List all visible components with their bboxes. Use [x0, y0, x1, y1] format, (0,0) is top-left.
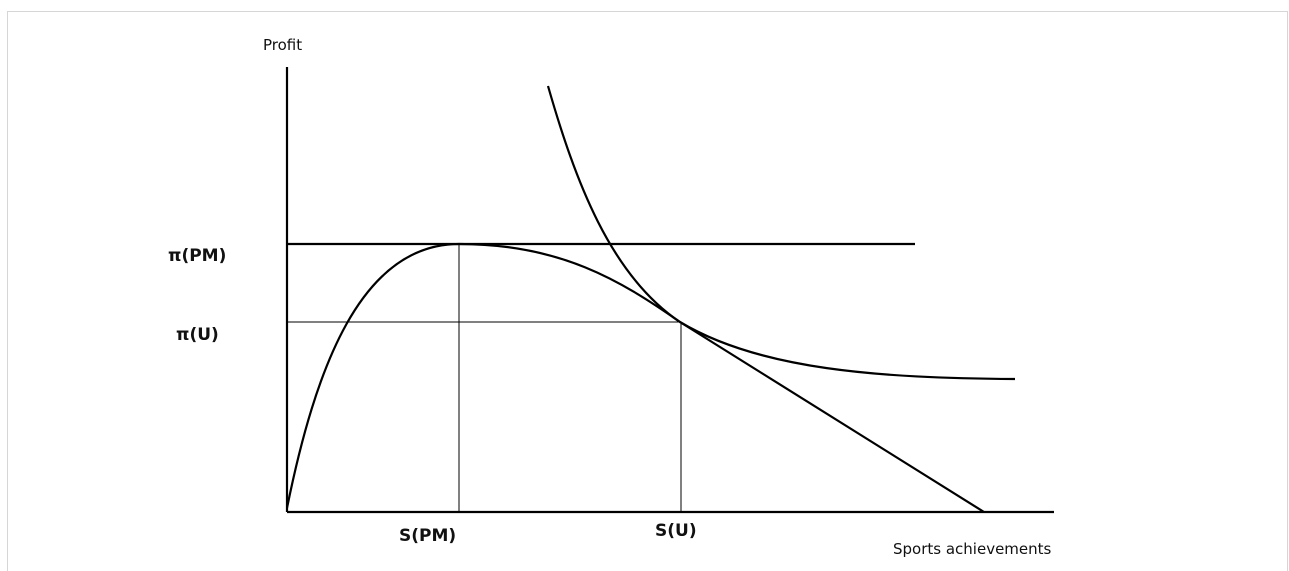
s-u-label: S(U): [655, 521, 697, 541]
pi-pm-label: π(PM): [168, 246, 226, 266]
y-axis-label: Profit: [263, 36, 302, 54]
figure-frame: [7, 11, 1288, 571]
profit-curve: [285, 242, 985, 513]
x-axis-label: Sports achievements: [893, 540, 1052, 558]
pi-u-label: π(U): [176, 325, 219, 345]
indifference-curve: [546, 85, 1016, 381]
s-pm-label: S(PM): [399, 526, 456, 546]
